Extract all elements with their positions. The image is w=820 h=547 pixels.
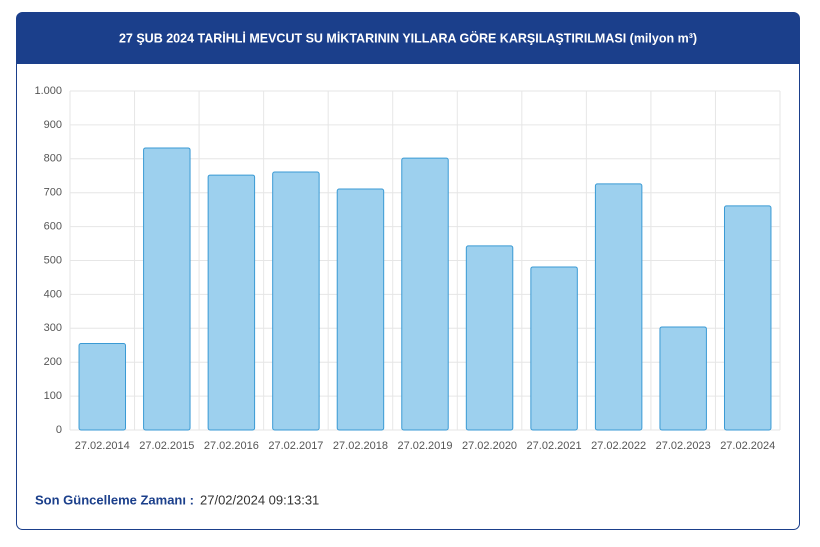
bar <box>207 174 256 431</box>
y-tick-label: 900 <box>44 119 62 131</box>
bar <box>465 245 514 431</box>
x-tick-label: 27.02.2021 <box>527 440 582 452</box>
y-tick-label: 100 <box>44 390 62 402</box>
footer-label: Son Güncelleme Zamanı : <box>35 492 194 507</box>
card-header <box>16 12 800 64</box>
x-tick-label: 27.02.2017 <box>268 440 323 452</box>
bar <box>594 183 643 431</box>
x-tick-label: 27.02.2024 <box>720 440 775 452</box>
x-tick-label: 27.02.2015 <box>139 440 194 452</box>
y-tick-label: 1.000 <box>34 85 62 97</box>
bar <box>401 157 449 431</box>
x-tick-label: 27.02.2023 <box>656 440 711 452</box>
y-tick-label: 400 <box>44 288 62 300</box>
y-tick-label: 300 <box>44 322 62 334</box>
x-tick-label: 27.02.2018 <box>333 440 388 452</box>
footer-value: 27/02/2024 09:13:31 <box>200 492 319 507</box>
x-tick-label: 27.02.2014 <box>75 440 130 452</box>
bar <box>143 147 191 431</box>
bar <box>723 205 772 431</box>
x-tick-label: 27.02.2019 <box>397 440 452 452</box>
y-tick-label: 600 <box>44 221 62 233</box>
y-tick-label: 0 <box>56 424 62 436</box>
y-tick-label: 200 <box>44 356 62 368</box>
y-tick-label: 500 <box>44 254 62 266</box>
y-tick-label: 700 <box>44 187 62 199</box>
y-tick-label: 800 <box>44 153 62 165</box>
x-tick-label: 27.02.2016 <box>204 440 259 452</box>
bar <box>659 326 707 431</box>
bar <box>336 188 385 431</box>
bar <box>272 171 320 431</box>
bar <box>78 343 127 431</box>
x-tick-label: 27.02.2020 <box>462 440 517 452</box>
bar <box>530 266 578 431</box>
x-tick-label: 27.02.2022 <box>591 440 646 452</box>
chart-title: 27 ŞUB 2024 TARİHLİ MEVCUT SU MİKTARININ… <box>119 30 697 45</box>
